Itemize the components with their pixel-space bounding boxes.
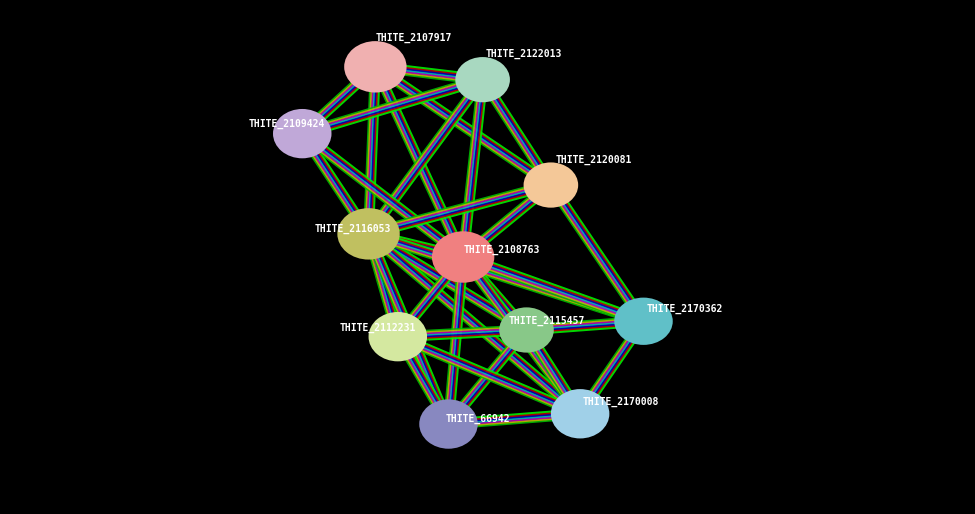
Text: THITE_2107917: THITE_2107917: [375, 32, 451, 43]
Ellipse shape: [614, 298, 673, 345]
Ellipse shape: [432, 231, 494, 283]
Text: THITE_2109424: THITE_2109424: [249, 119, 325, 130]
Text: THITE_66942: THITE_66942: [446, 414, 510, 424]
Ellipse shape: [551, 389, 609, 438]
Text: THITE_2122013: THITE_2122013: [486, 48, 562, 59]
Text: THITE_2120081: THITE_2120081: [556, 155, 632, 166]
Text: THITE_2116053: THITE_2116053: [315, 224, 391, 234]
Ellipse shape: [369, 312, 427, 361]
Text: THITE_2112231: THITE_2112231: [339, 323, 415, 333]
Ellipse shape: [524, 162, 578, 208]
Ellipse shape: [455, 57, 510, 102]
Ellipse shape: [273, 109, 332, 158]
Ellipse shape: [344, 41, 407, 93]
Text: THITE_2170008: THITE_2170008: [583, 397, 659, 407]
Ellipse shape: [499, 307, 554, 353]
Ellipse shape: [337, 208, 400, 260]
Text: THITE_2108763: THITE_2108763: [463, 245, 539, 255]
Text: THITE_2115457: THITE_2115457: [509, 316, 585, 326]
Ellipse shape: [419, 399, 478, 449]
Text: THITE_2170362: THITE_2170362: [646, 303, 722, 314]
